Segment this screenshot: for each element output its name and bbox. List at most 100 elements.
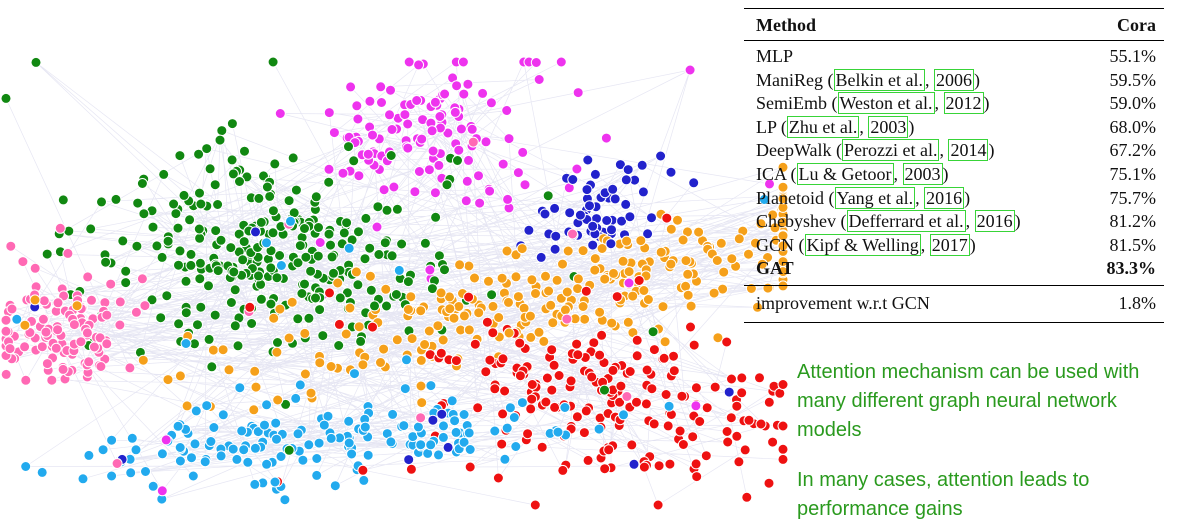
graph-node	[29, 262, 41, 274]
graph-node	[622, 164, 634, 176]
graph-node	[586, 371, 598, 383]
graph-node	[162, 374, 174, 386]
method-name: LP	[756, 116, 777, 137]
citation-author-link[interactable]: Zhu et al.	[786, 115, 860, 138]
graph-node	[216, 125, 228, 137]
graph-node	[572, 349, 584, 361]
citation-author-link[interactable]: Defferrard et al.	[846, 210, 966, 233]
graph-node	[323, 107, 335, 119]
citation-author-link[interactable]: Kipf & Welling	[804, 233, 921, 256]
graph-node	[268, 312, 280, 324]
graph-node	[217, 409, 229, 421]
graph-node	[550, 230, 562, 242]
graph-node	[38, 295, 50, 307]
graph-node	[449, 106, 461, 118]
graph-node	[607, 364, 619, 376]
citation-year-link[interactable]: 2016	[974, 210, 1015, 233]
graph-node	[461, 175, 473, 187]
graph-node	[283, 195, 295, 207]
accuracy-value: 59.0%	[1109, 93, 1157, 114]
graph-node	[190, 405, 202, 417]
graph-node	[30, 56, 42, 68]
graph-node	[606, 317, 618, 329]
graph-node	[731, 400, 743, 412]
graph-node	[57, 194, 69, 206]
graph-node	[140, 466, 151, 477]
graph-node	[600, 132, 612, 144]
graph-node	[399, 109, 411, 121]
method-name: ICA	[756, 163, 787, 184]
graph-node	[311, 469, 323, 481]
graph-node	[416, 133, 428, 145]
graph-node	[711, 255, 723, 266]
citation-author-link[interactable]: Belkin et al.	[833, 68, 925, 91]
graph-node	[489, 383, 501, 395]
graph-node	[393, 264, 405, 276]
graph-node	[310, 191, 322, 203]
graph-node	[439, 88, 451, 100]
table-row: SemiEmb (Weston et al., 2012) 59.0%	[744, 92, 1164, 116]
graph-node	[635, 235, 647, 247]
graph-node	[299, 368, 311, 380]
citation-author-link[interactable]: Yang et al.	[834, 186, 916, 209]
graph-node	[290, 184, 302, 196]
graph-nodes	[0, 56, 789, 511]
graph-node	[668, 350, 679, 362]
graph-node	[615, 380, 627, 392]
graph-node	[358, 474, 370, 486]
graph-node	[328, 267, 339, 279]
citation-year-link[interactable]: 2003	[902, 162, 943, 185]
graph-node	[463, 427, 475, 439]
citation-year-link[interactable]: 2016	[924, 186, 965, 209]
graph-node	[581, 184, 593, 196]
graph-node	[723, 386, 735, 398]
graph-node	[100, 256, 112, 268]
graph-node	[526, 274, 538, 286]
graph-node	[472, 402, 484, 414]
graph-node	[480, 366, 492, 378]
citation-year-link[interactable]: 2012	[943, 92, 984, 115]
citation-year-link[interactable]: 2014	[948, 139, 989, 162]
improvement-row: improvement w.r.t GCN 1.8%	[744, 285, 1164, 323]
graph-node	[665, 166, 677, 178]
citation-year-link[interactable]: 2017	[929, 233, 970, 256]
graph-node	[290, 392, 302, 404]
graph-node	[526, 379, 538, 390]
citation-author-link[interactable]: Weston et al.	[837, 92, 935, 115]
graph-node	[589, 253, 601, 265]
graph-node	[193, 223, 205, 235]
graph-node	[596, 329, 608, 341]
graph-node	[239, 145, 250, 157]
citation-year-link[interactable]: 2006	[933, 68, 974, 91]
citation-year-link[interactable]: 2003	[868, 115, 909, 138]
graph-node	[620, 198, 632, 210]
graph-node	[396, 238, 408, 250]
graph-node	[606, 224, 617, 236]
graph-node	[571, 411, 583, 423]
graph-node	[682, 289, 694, 301]
graph-node	[305, 265, 317, 277]
graph-node	[346, 448, 358, 460]
graph-node	[384, 109, 395, 121]
graph-node	[646, 212, 657, 224]
graph-node	[126, 432, 138, 444]
graph-node	[205, 436, 217, 447]
graph-node	[54, 222, 66, 234]
accuracy-value: 81.2%	[1109, 211, 1157, 232]
graph-node	[460, 195, 472, 207]
graph-node	[390, 289, 402, 300]
graph-node	[337, 167, 349, 179]
graph-node	[487, 300, 499, 312]
graph-node	[174, 245, 186, 257]
graph-node	[303, 312, 315, 324]
graph-node	[146, 294, 158, 306]
citation-author-link[interactable]: Lu & Getoor	[796, 162, 894, 185]
graph-node	[160, 434, 172, 446]
citation-author-link[interactable]: Perozzi et al.	[842, 139, 940, 162]
graph-node	[5, 240, 17, 252]
graph-node	[497, 353, 509, 365]
graph-node	[721, 426, 733, 437]
graph-node	[75, 336, 87, 348]
graph-node	[603, 444, 615, 456]
graph-node	[52, 297, 64, 309]
